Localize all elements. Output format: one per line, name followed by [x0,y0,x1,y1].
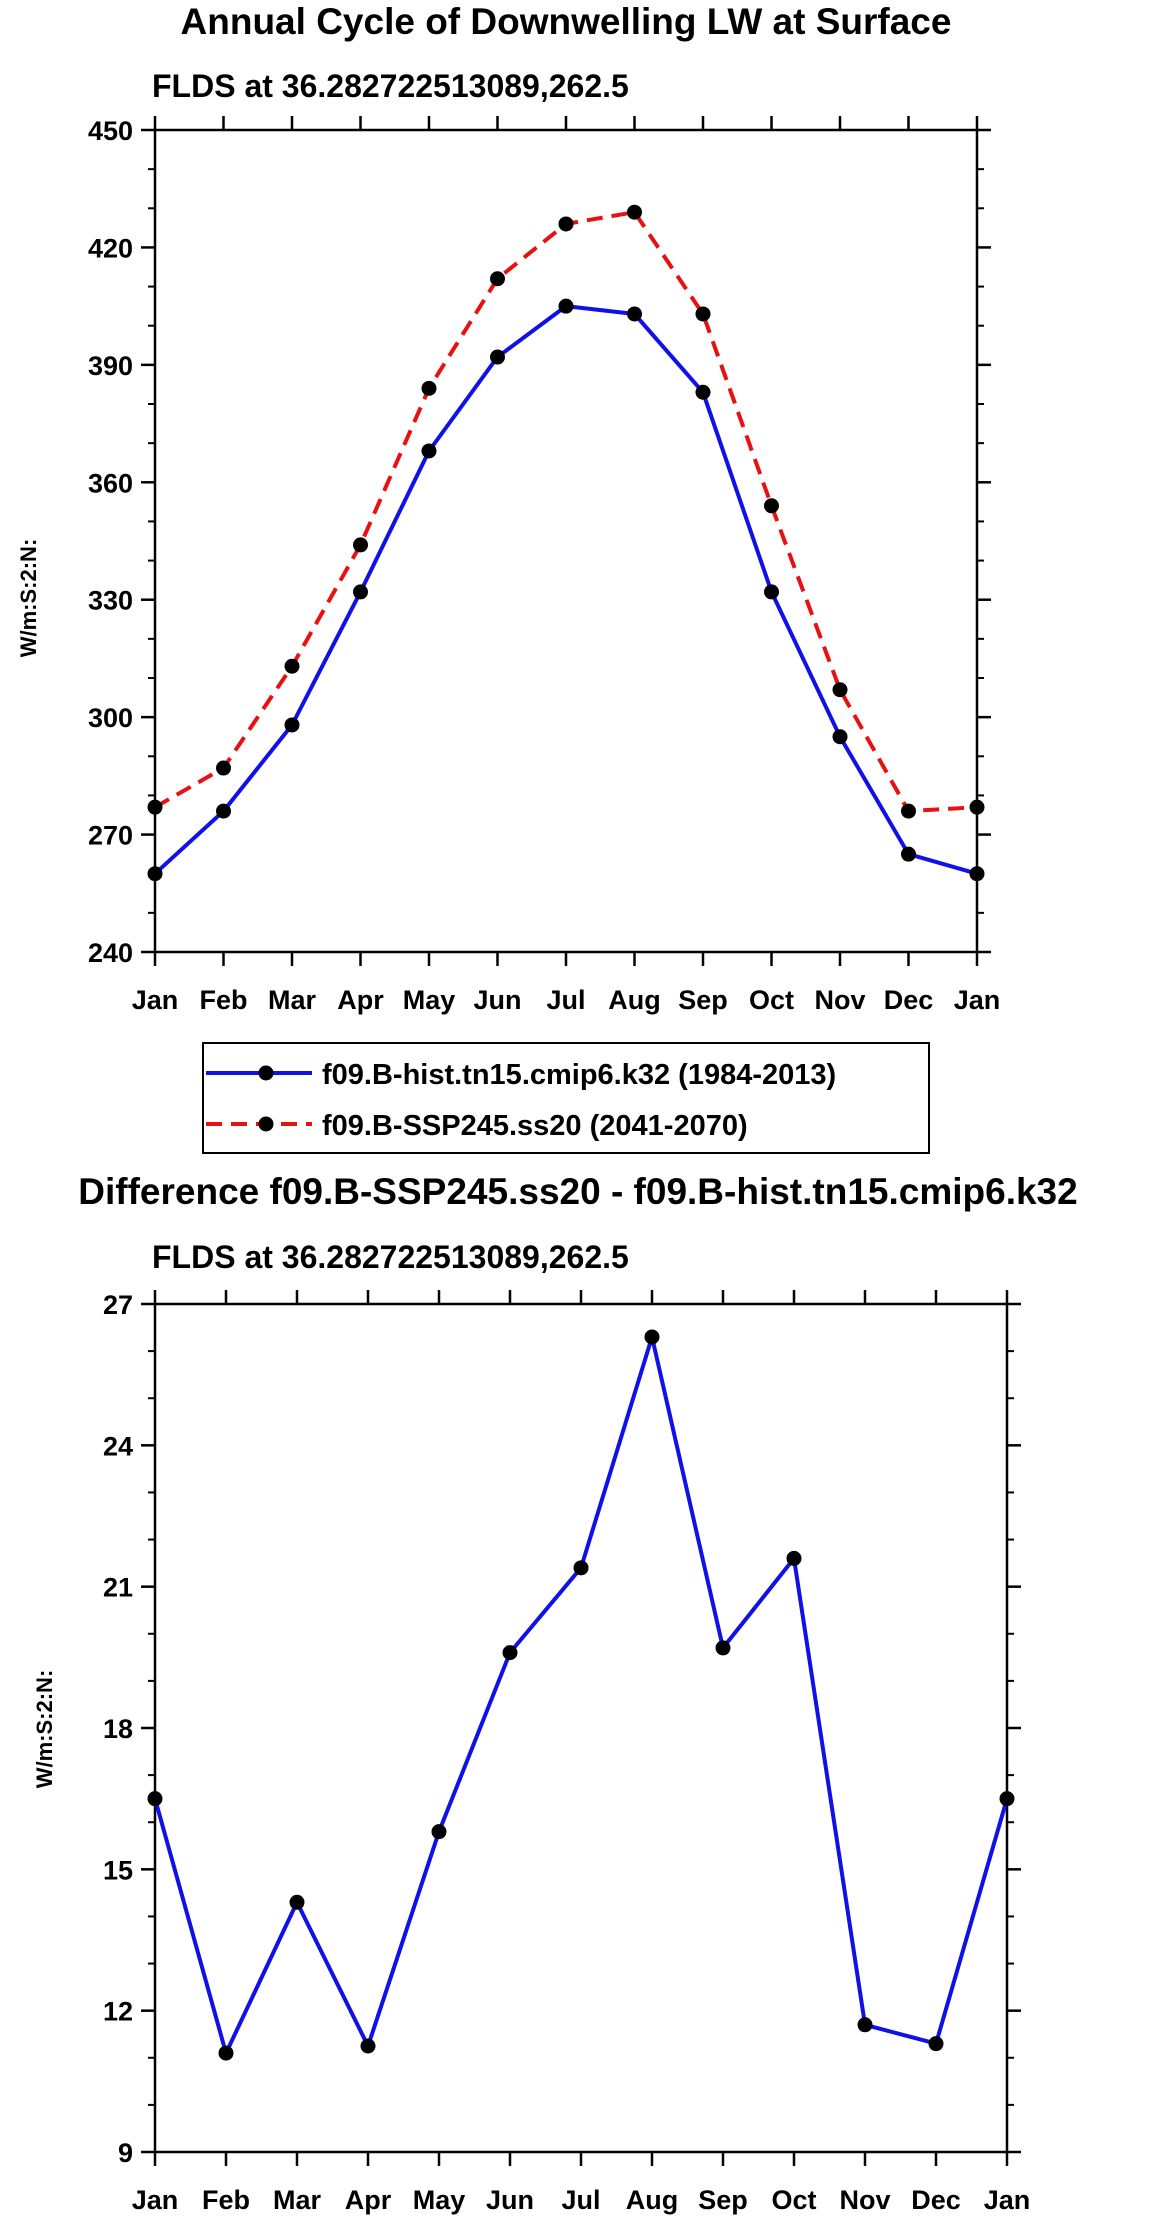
chart1-y-axis-label: W/m:S:2:N: [16,539,41,658]
chart2-y-axis-label: W/m:S:2:N: [32,1670,57,1789]
chart1-subtitle: FLDS at 36.282722513089,262.5 [152,68,629,104]
chart2-xtick-label: Feb [202,2185,250,2215]
chart2-xtick-label: Jul [561,2185,600,2215]
chart2-xtick-label: Mar [273,2185,322,2215]
chart1-series-1-point [901,803,916,819]
chart1-series-0-point [627,306,642,322]
chart2-series-0-point [431,1824,447,1840]
chart2-ytick-label: 12 [103,1997,133,2027]
chart1-series-0-point [490,349,505,365]
chart2-xtick-label: Dec [911,2185,961,2215]
chart2-xtick-label: Nov [839,2185,890,2215]
chart2-series-0-point [147,1791,163,1807]
chart1-series-0-point [421,443,437,459]
chart1-ytick-label: 420 [88,233,133,263]
chart1-ytick-label: 450 [88,116,133,146]
chart2-series-0-point [360,2038,376,2054]
chart2-subtitle: FLDS at 36.282722513089,262.5 [152,1239,629,1275]
chart1-series-1-point [969,799,985,815]
chart1-xtick-label: Oct [749,985,794,1015]
chart1-xtick-label: Jan [954,985,1001,1015]
chart1-title: Annual Cycle of Downwelling LW at Surfac… [181,1,952,42]
chart1-series-0-point [147,866,163,882]
legend-marker-ssp [258,1116,274,1132]
chart1-xtick-label: Aug [608,985,660,1015]
chart1-series-1-point [832,682,848,698]
chart2-series-0-point [857,2017,873,2033]
chart1-series-0-point [558,298,574,314]
chart2-xtick-label: Oct [771,2185,816,2215]
chart1-xtick-label: May [403,985,456,1015]
chart1-series-0-point [353,584,368,600]
chart2-series-0-point [786,1550,802,1566]
chart2-title: Difference f09.B-SSP245.ss20 - f09.B-his… [78,1171,1077,1212]
chart1-frame [153,128,979,954]
chart1-series-1-point [558,216,574,232]
chart2-series-0-point [218,2045,234,2061]
chart1-series-0-point [764,584,779,600]
chart1-series-1-point [353,537,368,553]
chart1-ytick-label: 240 [88,938,133,968]
chart2-xtick-label: Jan [984,2185,1031,2215]
chart2-ytick-label: 18 [103,1714,133,1744]
chart2-series-0-point [644,1329,660,1345]
chart1-legend: f09.B-hist.tn15.cmip6.k32 (1984-2013) f0… [202,1042,930,1154]
chart2-ytick-label: 21 [103,1573,133,1603]
chart1-series-0-point [901,846,916,862]
chart2-ytick-label: 9 [118,2138,133,2168]
chart1-series-0-point [969,866,985,882]
chart2-series-line-0 [153,1335,1009,2056]
legend-marker-hist [258,1065,274,1081]
chart2-xtick-label: Apr [345,2185,392,2215]
chart1-plot-area: 240 270 300 330 360 390 420 450 Jan Feb Mar Apr May J… [88,116,1000,1015]
chart2-series-0-point [502,1645,518,1661]
chart2-series-0-point [715,1640,731,1656]
chart1-xtick-label: Jul [546,985,585,1015]
legend-box [202,1042,930,1154]
chart1-series-1-point [216,760,231,776]
chart1-xtick-label: Jan [132,985,179,1015]
legend-label-hist: f09.B-hist.tn15.cmip6.k32 (1984-2013) [322,1059,836,1091]
chart1-series-1-point [627,204,642,220]
legend-label-ssp: f09.B-SSP245.ss20 (2041-2070) [322,1110,748,1142]
chart1-series-1-point [284,658,300,674]
chart2-xtick-label: Jun [486,2185,534,2215]
chart1-series-1-point [695,306,711,322]
chart2-xtick-label: Sep [698,2185,748,2215]
chart1-series-line-0 [153,304,978,876]
chart1-xtick-label: Dec [884,985,934,1015]
chart1-ytick-label: 360 [88,468,133,498]
chart1-xtick-label: Sep [678,985,728,1015]
chart1-series-0-point [216,803,231,819]
chart1-series-1-point [764,498,779,514]
chart1-ytick-label: 330 [88,586,133,616]
chart1-xtick-label: Mar [268,985,317,1015]
chart1-series-0-point [832,729,848,745]
chart1-series-1-point [147,799,163,815]
chart2-xtick-label: Aug [626,2185,678,2215]
chart1-series-0-point [284,717,300,733]
chart2-ytick-label: 15 [103,1855,133,1885]
chart2-series-0-point [573,1560,589,1576]
chart2-series-0-point [999,1791,1015,1807]
chart2-frame [153,1302,1009,2154]
chart1-xtick-label: Feb [199,985,247,1015]
chart2-ytick-label: 24 [103,1431,133,1461]
chart2-ytick-label: 27 [103,1290,133,1320]
chart1-xtick-label: Nov [814,985,865,1015]
chart1-series-1-point [490,271,505,287]
chart1-ytick-label: 300 [88,703,133,733]
chart2-xtick-label: Jan [132,2185,179,2215]
chart1-xtick-label: Apr [337,985,384,1015]
chart2-series-0-point [289,1894,305,1910]
chart1-ytick-label: 270 [88,821,133,851]
chart2-series-0-point [928,2036,944,2052]
chart2-plot-area: 9 12 15 18 21 24 27 Jan Feb Mar Apr May Jun Jul Aug Sep… [103,1290,1030,2215]
chart2-xtick-label: May [413,2185,466,2215]
chart1-series-1-point [421,380,437,396]
chart1-xtick-label: Jun [473,985,521,1015]
chart1-ytick-label: 390 [88,351,133,381]
chart1-series-0-point [695,384,711,400]
